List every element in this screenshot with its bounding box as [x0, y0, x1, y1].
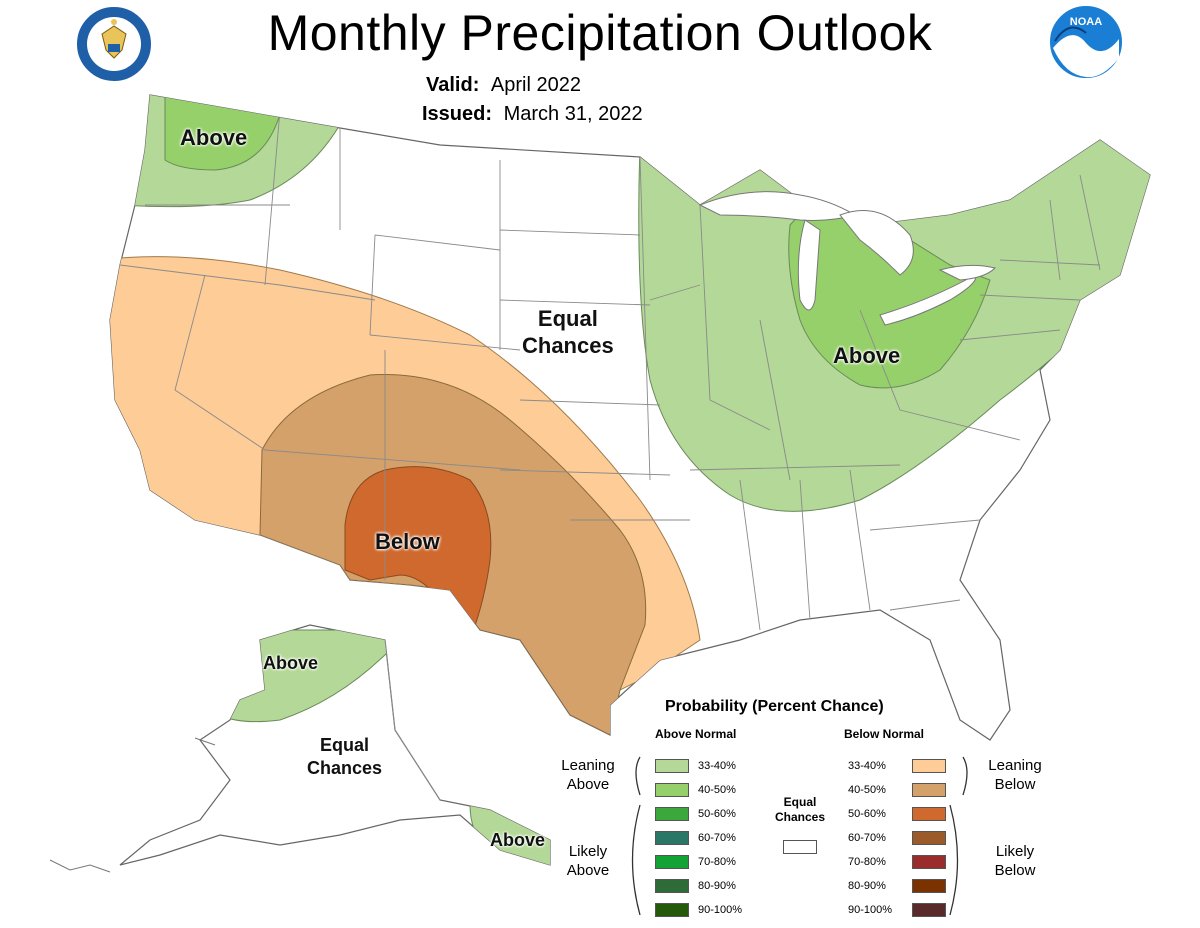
- legend-equal-swatch: [783, 840, 817, 854]
- legend-above-range-0: 33-40%: [698, 760, 736, 772]
- legend-below-range-4: 70-80%: [848, 856, 886, 868]
- label-great-lakes: Above: [833, 343, 901, 368]
- legend-below-header: Below Normal: [844, 727, 925, 741]
- state-boundaries: [119, 109, 1101, 631]
- legend-above-swatch-3: [655, 831, 689, 845]
- legend-above-range-3: 60-70%: [698, 832, 736, 844]
- legend-below-range-3: 60-70%: [848, 832, 886, 844]
- legend-above-range-1: 40-50%: [698, 784, 736, 796]
- label-central-equal: Equal Chances: [522, 306, 614, 358]
- legend-above-header: Above Normal: [655, 727, 737, 741]
- label-alaska-equal: Equal Chances: [307, 735, 383, 778]
- legend-above-range-2: 50-60%: [698, 808, 736, 820]
- label-alaska-southeast: Above: [490, 830, 546, 850]
- legend-above-swatch-2: [655, 807, 689, 821]
- valid-line: Valid: April 2022: [426, 74, 581, 97]
- legend-below-swatch-1: [912, 783, 946, 797]
- issued-line: Issued: March 31, 2022: [422, 103, 643, 126]
- legend-above-swatch-1: [655, 783, 689, 797]
- legend-below-range-5: 80-90%: [848, 880, 886, 892]
- legend-below-swatch-3: [912, 831, 946, 845]
- svg-text:NOAA: NOAA: [1070, 16, 1102, 28]
- issued-label: Issued:: [422, 103, 493, 125]
- legend-below-range-0: 33-40%: [848, 760, 886, 772]
- legend-title: Probability (Percent Chance): [665, 698, 884, 715]
- noaa-logo: NOAA: [1047, 3, 1125, 81]
- legend-above-swatch-6: [655, 903, 689, 917]
- page-title: Monthly Precipitation Outlook: [267, 5, 933, 61]
- legend-below-swatch-5: [912, 879, 946, 893]
- legend-above-range-5: 80-90%: [698, 880, 736, 892]
- label-southwest: Below: [375, 529, 440, 554]
- legend-leaning-below: Leaning Below: [988, 757, 1042, 793]
- label-alaska-west: Above: [263, 653, 319, 673]
- issued-value: March 31, 2022: [503, 103, 643, 125]
- legend-likely-below: Likely Below: [994, 843, 1036, 879]
- valid-value: April 2022: [490, 74, 581, 96]
- legend-below-range-1: 40-50%: [848, 784, 886, 796]
- legend-above-swatch-5: [655, 879, 689, 893]
- legend-below-range-2: 50-60%: [848, 808, 886, 820]
- legend-above-range-6: 90-100%: [698, 904, 743, 916]
- legend-below-swatch-4: [912, 855, 946, 869]
- legend-below-range-6: 90-100%: [848, 904, 893, 916]
- legend-above-swatch-4: [655, 855, 689, 869]
- valid-label: Valid:: [426, 74, 480, 96]
- legend-below-swatch-2: [912, 807, 946, 821]
- legend-likely-above: Likely Above: [566, 843, 610, 879]
- department-of-commerce-seal: [74, 4, 154, 84]
- legend-above-range-4: 70-80%: [698, 856, 736, 868]
- legend-leaning-above: Leaning Above: [561, 757, 615, 793]
- legend-below-swatch-6: [912, 903, 946, 917]
- legend-below-swatch-0: [912, 759, 946, 773]
- legend-equal-chances: Equal Chances: [774, 795, 826, 824]
- great-lakes-water: [698, 191, 996, 326]
- legend-above-swatch-0: [655, 759, 689, 773]
- label-pacific-northwest: Above: [180, 125, 248, 150]
